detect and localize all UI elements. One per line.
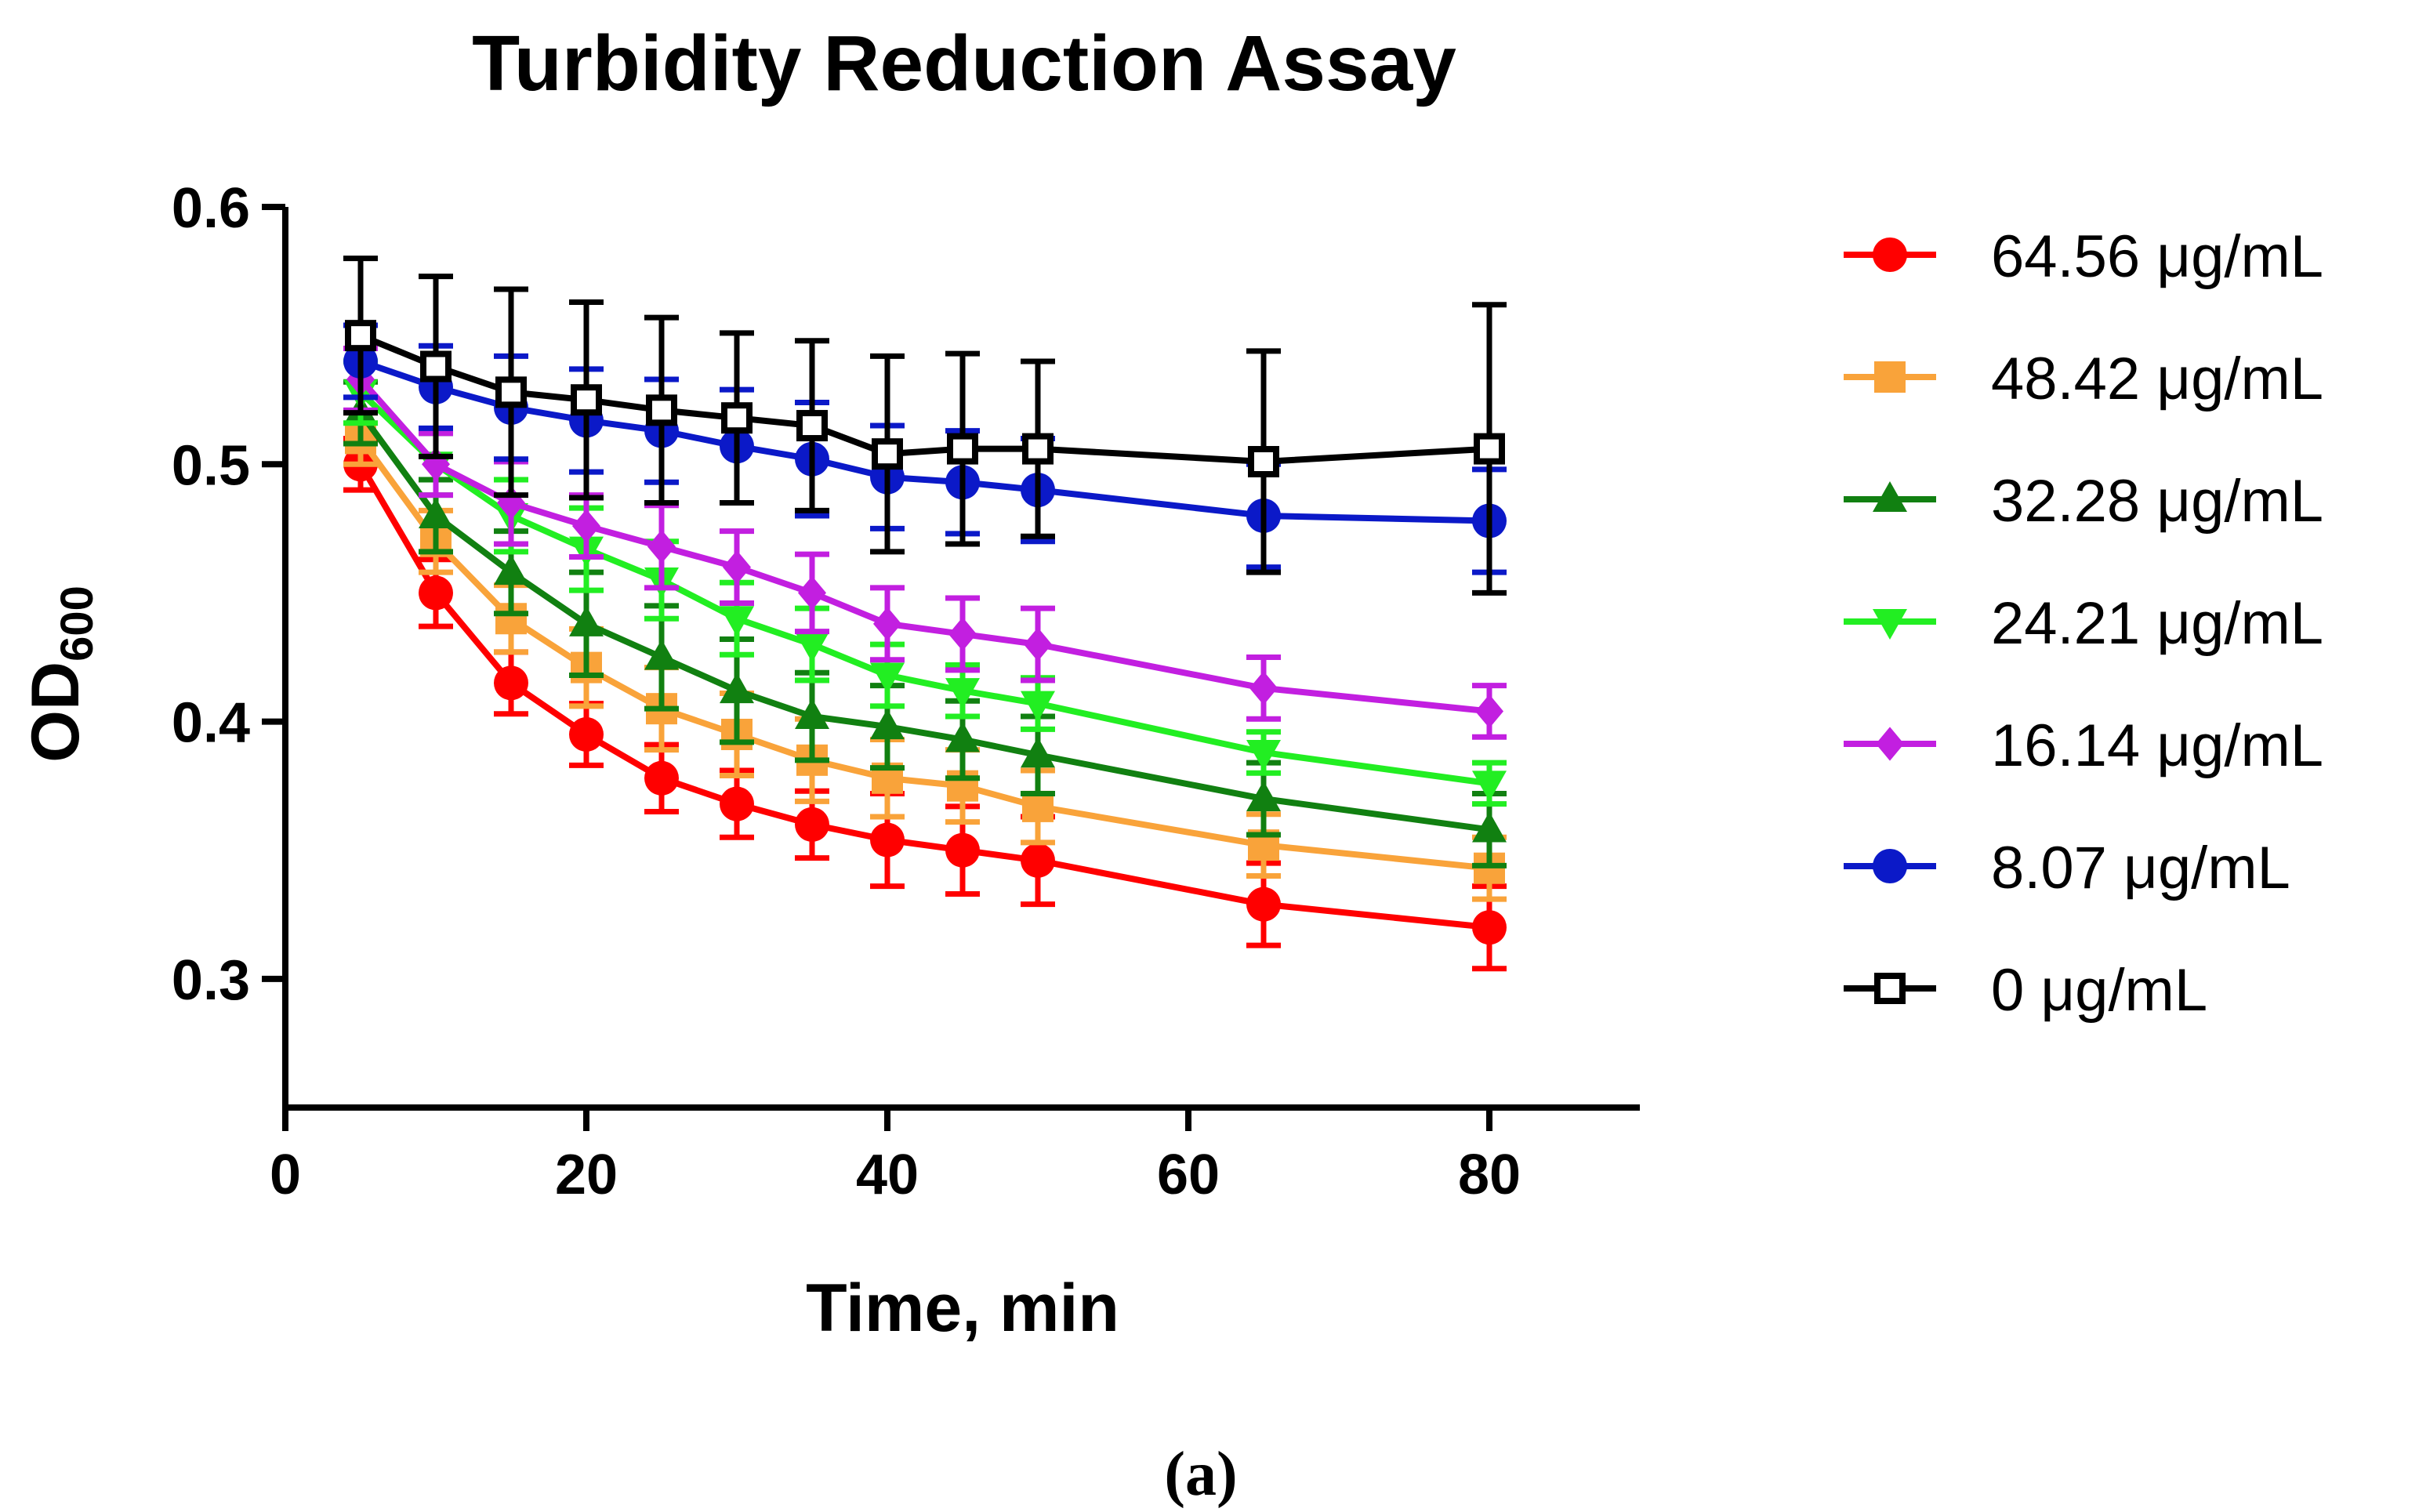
data-point [948,617,977,651]
x-tick-label: 40 [856,1144,919,1206]
legend-label: 32.28 μg/mL [1991,468,2323,535]
y-axis-label-main: OD [18,662,93,763]
data-point [1249,671,1278,705]
chart-title: Turbidity Reduction Assay [472,20,1456,107]
data-point [870,662,905,694]
data-point [795,807,829,842]
data-point [1021,691,1055,722]
x-tick-label: 60 [1157,1144,1220,1206]
data-point [1021,843,1055,878]
data-point [1475,694,1503,729]
data-point [947,433,978,465]
y-tick-label: 0.5 [172,434,250,497]
data-point [720,606,754,637]
data-point [494,665,528,701]
y-tick-label: 0.6 [172,177,250,240]
data-point [1246,781,1281,812]
figure-caption: (a) [1164,1440,1237,1509]
data-point [723,550,751,585]
data-point [644,760,679,796]
legend-item: 8.07 μg/mL [1844,835,2290,901]
data-point [873,607,901,641]
data-point [571,384,602,416]
data-point [495,376,527,408]
legend-marker [1873,609,1907,640]
series-line [357,411,1490,833]
legend-item: 16.14 μg/mL [1844,712,2323,779]
legend-marker [1873,849,1907,883]
data-point [870,822,905,858]
x-tick-label: 80 [1458,1144,1521,1206]
data-point [720,673,754,704]
series-line [359,358,1490,524]
data-point [1022,433,1054,465]
data-point [1021,737,1055,768]
data-point [795,698,829,730]
data-point [569,716,604,752]
data-point [1472,771,1507,802]
data-point [1472,811,1507,843]
data-point [798,575,826,611]
data-point [494,554,528,586]
x-axis-label: Time, min [806,1271,1119,1346]
x-tick-label: 20 [555,1144,618,1206]
data-point [945,678,980,709]
data-point [795,632,829,663]
series-line [357,462,1490,931]
data-point [345,320,376,352]
data-point [870,709,905,740]
data-point [1246,887,1281,922]
legend: 64.56 μg/mL 48.42 μg/mL 32.28 μg/mL 24.21 μ… [1844,223,2323,1024]
legend-item: 48.42 μg/mL [1844,346,2323,412]
data-point [1246,739,1281,771]
data-point [644,639,679,670]
data-point [945,721,980,752]
legend-item: 24.21 μg/mL [1844,590,2323,657]
data-point [721,402,753,434]
data-point [1474,433,1505,465]
series-1 [343,410,1507,902]
legend-marker [1873,237,1907,272]
data-point [945,832,980,868]
y-axis-label-subscript: 600 [52,586,103,662]
legend-label: 16.14 μg/mL [1991,712,2323,779]
data-point [796,410,828,442]
data-point [572,509,600,543]
data-point [646,394,677,426]
data-point [419,575,453,611]
data-point [419,497,453,528]
legend-label: 48.42 μg/mL [1991,346,2323,412]
data-point [569,605,604,636]
data-point [1248,446,1279,478]
y-axis-label: OD600 [18,586,103,763]
y-tick-label: 0.3 [172,949,250,1012]
data-point [1472,910,1507,945]
x-tick-label: 0 [270,1144,301,1206]
legend-item: 32.28 μg/mL [1844,468,2323,535]
legend-item: 64.56 μg/mL [1844,223,2323,290]
series-6 [343,256,1507,596]
data-point [1024,627,1052,662]
y-tick-label: 0.4 [172,692,250,755]
legend-marker [1873,481,1907,512]
series-line [358,377,1490,715]
legend-marker [1874,361,1906,393]
series-line [359,332,1490,466]
legend-item: 0 μg/mL [1844,957,2207,1024]
legend-label: 8.07 μg/mL [1991,835,2290,901]
legend-label: 64.56 μg/mL [1991,223,2323,290]
legend-marker [1876,727,1904,761]
legend-marker [1874,973,1906,1004]
data-point [647,529,676,564]
legend-label: 24.21 μg/mL [1991,590,2323,657]
legend-label: 0 μg/mL [1991,957,2207,1024]
data-point [872,438,903,470]
data-point [420,350,452,383]
data-point [720,786,754,821]
